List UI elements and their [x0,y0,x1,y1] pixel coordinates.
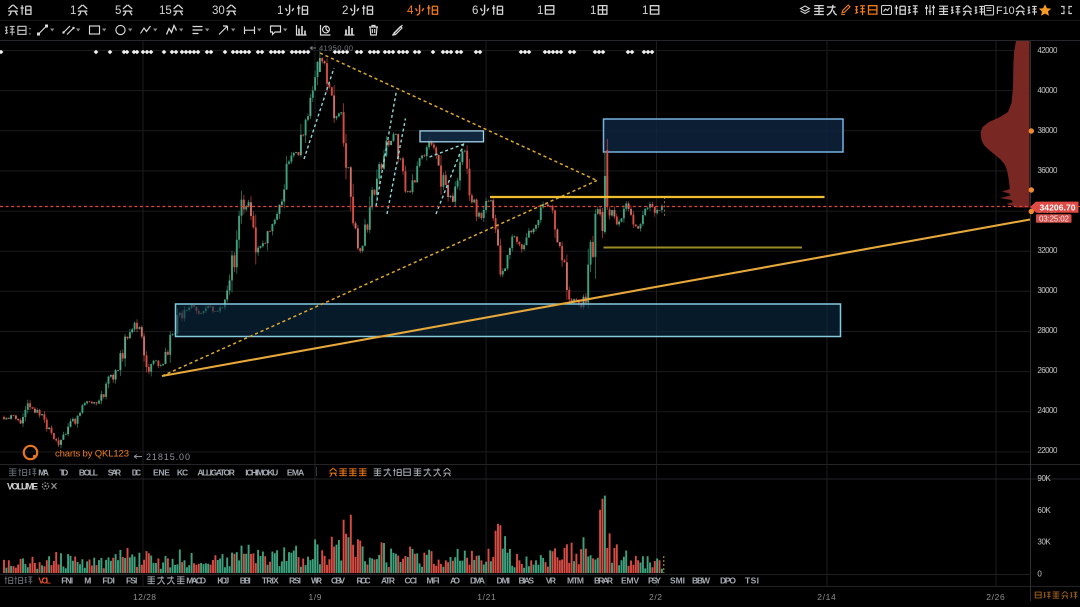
svg-text:VOL: VOL [38,576,50,586]
svg-text:VOLUME: VOLUME [7,482,38,492]
svg-text:1/21: 1/21 [477,592,496,602]
svg-text:BOLL: BOLL [79,468,98,478]
svg-text:90K: 90K [1037,474,1051,483]
svg-text:30000: 30000 [1037,286,1058,295]
svg-text::: : [28,26,31,38]
svg-text:AO: AO [450,576,460,586]
svg-text:1: 1 [590,5,596,17]
svg-text:ICHIMOKU: ICHIMOKU [245,468,278,478]
svg-text:DC: DC [132,468,141,478]
svg-text:1: 1 [70,5,76,17]
svg-text:ATR: ATR [381,576,395,586]
svg-text:SAR: SAR [108,468,121,478]
svg-text:24000: 24000 [1037,406,1058,415]
svg-text:1: 1 [642,5,648,17]
svg-text:BBI: BBI [240,576,251,586]
svg-text:EMA: EMA [287,468,304,478]
svg-text:2/14: 2/14 [817,592,836,602]
svg-text:TD: TD [59,468,68,478]
svg-text:21815.00: 21815.00 [146,452,190,462]
svg-text:2: 2 [342,5,348,17]
svg-text:F10: F10 [996,5,1015,17]
svg-text:BIAS: BIAS [519,576,535,586]
svg-text:1: 1 [277,5,283,17]
svg-text:RSI: RSI [289,576,301,586]
svg-text:charts by QKL123: charts by QKL123 [55,449,129,460]
svg-text:60K: 60K [1037,506,1051,515]
svg-text:26000: 26000 [1037,366,1058,375]
svg-text:BBW: BBW [692,576,711,586]
svg-text:ROC: ROC [357,576,371,586]
svg-text:DMI: DMI [497,576,511,586]
svg-text:MA: MA [38,468,49,478]
svg-text:FNI: FNI [61,576,73,586]
svg-text:5: 5 [115,5,121,17]
svg-text:CCI: CCI [405,576,418,586]
svg-text:38000: 38000 [1037,126,1058,135]
svg-text:28000: 28000 [1037,326,1058,335]
svg-text:MFI: MFI [427,576,440,586]
svg-text:BRAR: BRAR [594,576,613,586]
svg-text:TSI: TSI [745,576,759,586]
svg-text:KDJ: KDJ [217,576,229,586]
svg-text:36000: 36000 [1037,166,1058,175]
svg-text:MACD: MACD [186,576,206,586]
svg-text:30K: 30K [1037,538,1051,547]
svg-text:MI: MI [84,576,91,586]
svg-text:12/28: 12/28 [133,592,156,602]
svg-text:41950.00: 41950.00 [319,44,353,53]
svg-text:15: 15 [159,5,172,17]
svg-text:KC: KC [177,468,188,478]
svg-text:2/2: 2/2 [649,592,662,602]
svg-text:EMV: EMV [621,576,639,586]
svg-text:40000: 40000 [1037,86,1058,95]
svg-text:03:25:02: 03:25:02 [1039,214,1070,223]
svg-text:SMI: SMI [670,576,685,586]
svg-text:WR: WR [311,576,322,586]
svg-text:FDI: FDI [102,576,115,586]
svg-text:VR: VR [546,576,556,586]
svg-text:0: 0 [1037,570,1042,579]
svg-text:ENE: ENE [153,468,170,478]
svg-text:1/9: 1/9 [309,592,322,602]
svg-text:32000: 32000 [1037,246,1058,255]
svg-text:ALLIGATOR: ALLIGATOR [197,468,235,478]
svg-text:DMA: DMA [470,576,485,586]
svg-text:OBV: OBV [331,576,345,586]
svg-text:DPO: DPO [720,576,736,586]
svg-text:22000: 22000 [1037,446,1058,455]
svg-text:34206.70: 34206.70 [1040,202,1076,212]
svg-text:1: 1 [537,5,543,17]
svg-text:TRIX: TRIX [262,576,279,586]
svg-text:4: 4 [407,5,414,17]
svg-text:2/26: 2/26 [986,592,1005,602]
svg-text:FSI: FSI [126,576,137,586]
svg-text:30: 30 [212,5,225,17]
svg-text:PSY: PSY [648,576,661,586]
svg-text:MTM: MTM [567,576,584,586]
svg-text:6: 6 [472,5,478,17]
svg-text:42000: 42000 [1037,46,1058,55]
